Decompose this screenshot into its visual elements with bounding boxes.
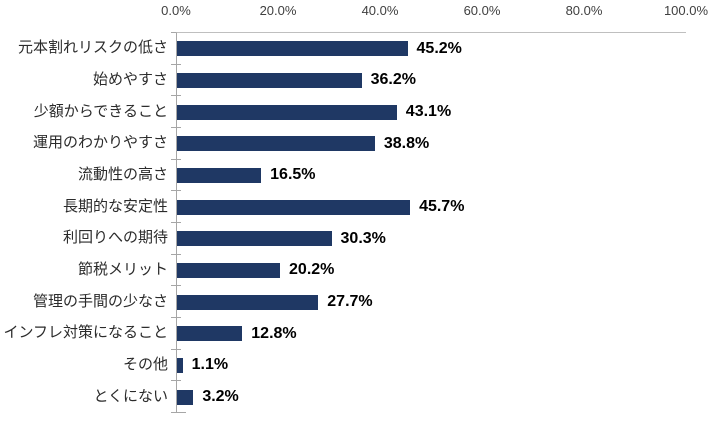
bar <box>177 72 362 88</box>
category-label: とくにない <box>93 387 168 405</box>
bar <box>177 262 281 278</box>
bar-value-label: 1.1% <box>191 356 229 374</box>
bar-value-label: 16.5% <box>270 166 316 184</box>
bar-value-label: 38.8% <box>383 134 430 152</box>
category-label: インフレ対策になること <box>3 324 168 342</box>
bar-row: 12.8% <box>177 318 686 350</box>
bar-row: 16.5% <box>177 160 686 192</box>
bar-row: 30.3% <box>177 223 686 255</box>
bar-row: 43.1% <box>177 96 686 128</box>
bar-row: 36.2% <box>177 65 686 97</box>
category-label: 少額からできること <box>33 102 168 120</box>
bar <box>177 231 332 247</box>
bar <box>177 326 243 342</box>
x-axis-tick-label: 40.0% <box>361 3 399 18</box>
bar <box>177 41 408 57</box>
bar-value-label: 27.7% <box>327 293 373 311</box>
category-label: 流動性の高さ <box>77 166 168 183</box>
bar-row: 1.1% <box>177 350 686 382</box>
bar-row: 45.7% <box>177 191 686 223</box>
bar-row: 38.8% <box>177 128 686 160</box>
bar-value-label: 45.2% <box>416 39 462 57</box>
bar-row: 3.2% <box>177 381 686 413</box>
bar-value-label: 12.8% <box>251 324 297 342</box>
category-label: 運用のわかりやすさ <box>32 134 168 152</box>
category-label: 長期的な安定性 <box>62 197 168 215</box>
bar <box>177 357 183 373</box>
bar-row: 27.7% <box>177 286 686 318</box>
x-axis-tick-label: 80.0% <box>565 3 603 18</box>
x-axis-tick-label: 100.0% <box>663 3 709 18</box>
x-axis-tick-label: 0.0% <box>161 3 191 18</box>
bar-row: 20.2% <box>177 255 686 287</box>
bar-row: 45.2% <box>177 33 686 65</box>
bar <box>177 294 319 310</box>
bar-value-label: 30.3% <box>340 229 386 247</box>
category-label: 節税メリット <box>77 261 168 278</box>
bar <box>177 389 194 405</box>
bar-value-label: 36.2% <box>370 71 416 89</box>
bar-value-label: 3.2% <box>202 388 239 406</box>
bar <box>177 136 375 152</box>
x-axis-tick-label: 20.0% <box>259 3 297 18</box>
category-label: 元本割れリスクの低さ <box>17 39 168 57</box>
axis-bottom-tick <box>176 412 186 413</box>
bar-value-label: 43.1% <box>405 103 452 121</box>
bar <box>177 104 397 120</box>
bar-value-label: 45.7% <box>419 198 465 216</box>
bar <box>177 167 262 183</box>
plot-area: 45.2% 36.2% 43.1% 38.8% 16.5% 45.7% 30.3… <box>176 32 686 412</box>
category-label: 管理の手間の少なさ <box>32 292 168 310</box>
category-label: 始めやすさ <box>92 71 168 88</box>
bar-value-label: 20.2% <box>289 261 335 279</box>
category-label: その他 <box>122 356 168 373</box>
x-axis-tick-label: 60.0% <box>463 3 501 18</box>
bar <box>177 199 411 215</box>
category-label: 利回りへの期待 <box>62 229 168 247</box>
